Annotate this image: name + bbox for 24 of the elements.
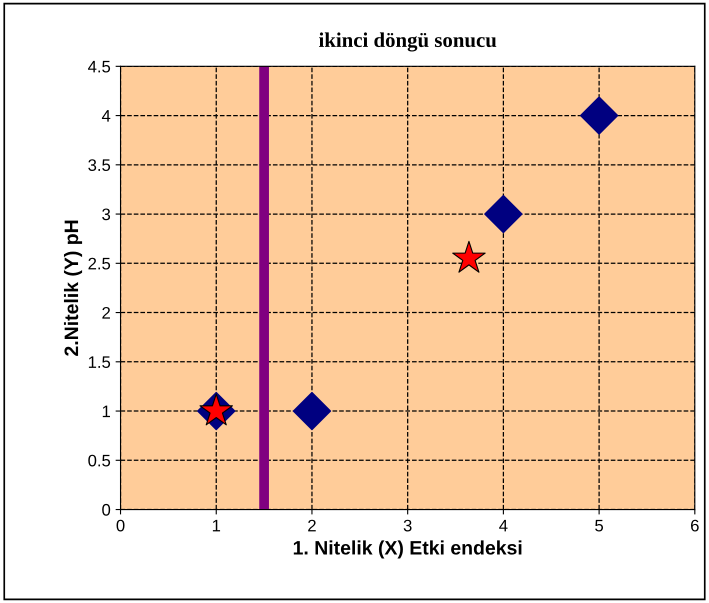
y-tick-label: 0.5 [88,454,110,466]
point [452,240,486,273]
y-tick-label: 4 [102,110,110,122]
point [292,392,332,430]
x-tick-label: 1 [212,520,220,532]
y-tick-label: 1.5 [88,356,110,368]
point [580,96,618,135]
y-axis-title: 2.Nitelik (Y) pH [64,220,82,356]
y-tick-label: 2.5 [88,258,110,270]
y-tick-label: 1 [102,406,110,418]
x-tick-label: 0 [116,520,125,532]
x-tick-label: 5 [595,520,604,532]
y-tick-label: 3 [102,208,110,220]
x-axis-title: 1. Nitelik (X) Etki endeksi [294,540,522,558]
chart-title: ikinci döngü sonucu [318,32,496,52]
x-tick-label: 6 [691,520,699,532]
y-tick-label: 4.5 [88,60,110,73]
y-tick-label: 0 [102,504,110,516]
x-tick-label: 3 [404,520,412,532]
x-tick-label: 2 [308,520,316,532]
x-tick-label: 4 [499,520,508,532]
y-tick-label: 2 [102,306,110,319]
y-tick-label: 3.5 [88,159,110,172]
point [484,194,523,234]
